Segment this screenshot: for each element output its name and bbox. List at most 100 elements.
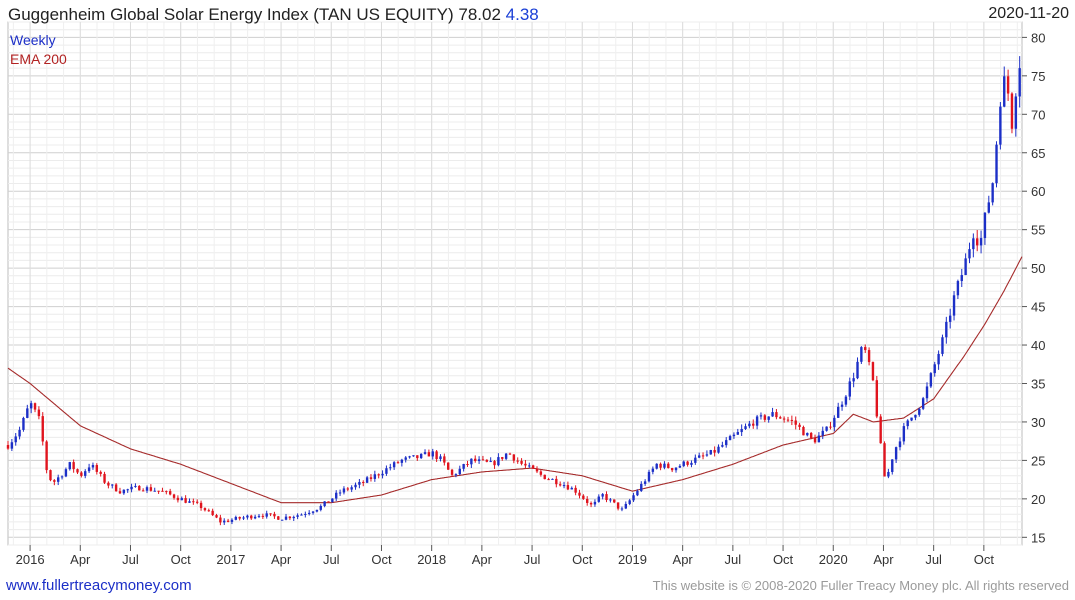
candle-body bbox=[867, 350, 871, 363]
candle-body bbox=[566, 485, 570, 490]
candle bbox=[991, 182, 994, 206]
candle-body bbox=[902, 426, 906, 442]
candle bbox=[431, 448, 434, 460]
candle bbox=[837, 402, 840, 418]
candle bbox=[524, 460, 527, 469]
candle-body bbox=[238, 516, 241, 519]
candle bbox=[755, 414, 759, 430]
candle-body bbox=[118, 491, 122, 494]
candle bbox=[813, 434, 817, 444]
candle bbox=[419, 453, 423, 459]
candle bbox=[134, 483, 137, 488]
candle bbox=[342, 486, 346, 495]
candle-body bbox=[18, 429, 21, 437]
candle-body bbox=[485, 459, 489, 462]
candle bbox=[844, 395, 848, 407]
x-tick-label: Apr bbox=[70, 552, 91, 567]
candle bbox=[566, 481, 570, 491]
candle-body bbox=[362, 481, 365, 483]
x-tick-label: 2017 bbox=[216, 552, 245, 567]
candle-body bbox=[126, 489, 129, 491]
candle bbox=[450, 468, 454, 478]
candle-body bbox=[149, 487, 153, 491]
candle-body bbox=[84, 471, 87, 476]
candle-body bbox=[423, 452, 427, 454]
candle-body bbox=[215, 515, 218, 518]
candle-body bbox=[809, 432, 813, 439]
candle bbox=[95, 463, 99, 475]
candle bbox=[840, 401, 844, 411]
candle-body bbox=[392, 462, 396, 468]
candle bbox=[474, 455, 477, 463]
candle bbox=[412, 455, 415, 457]
candle bbox=[211, 508, 214, 517]
candle-body bbox=[725, 440, 728, 446]
candle-body bbox=[138, 485, 141, 491]
candle bbox=[153, 487, 156, 492]
candle bbox=[705, 450, 709, 457]
candle-body bbox=[771, 412, 774, 417]
candle bbox=[296, 513, 299, 520]
candle-body bbox=[736, 432, 739, 435]
candle bbox=[408, 455, 411, 459]
y-tick-label: 65 bbox=[1031, 146, 1045, 161]
candle-body bbox=[504, 453, 508, 459]
candle bbox=[80, 471, 83, 478]
candle-body bbox=[431, 451, 434, 457]
candle-body bbox=[898, 441, 902, 448]
candle bbox=[697, 452, 701, 459]
candle-body bbox=[586, 498, 589, 503]
candle-body bbox=[593, 501, 597, 505]
candle bbox=[41, 412, 44, 446]
candle-body bbox=[447, 462, 450, 470]
candle-body bbox=[655, 463, 658, 469]
candle bbox=[311, 510, 315, 515]
candle bbox=[555, 475, 558, 488]
candle bbox=[443, 453, 446, 466]
copyright-text: This website is © 2008-2020 Fuller Treac… bbox=[652, 578, 1069, 593]
candle-body bbox=[570, 487, 573, 490]
candle bbox=[983, 212, 987, 245]
candle bbox=[578, 489, 581, 499]
candle-body bbox=[979, 238, 983, 246]
candle-body bbox=[385, 468, 388, 474]
candle-body bbox=[462, 464, 465, 469]
candle bbox=[269, 513, 272, 517]
candle-body bbox=[184, 498, 187, 503]
candle bbox=[392, 461, 396, 470]
candle bbox=[165, 490, 168, 495]
candle bbox=[786, 416, 790, 423]
candle bbox=[821, 426, 824, 440]
candle-body bbox=[261, 515, 265, 517]
candle-body bbox=[941, 337, 944, 354]
y-tick-label: 25 bbox=[1031, 453, 1045, 468]
candle bbox=[752, 419, 755, 429]
candle-body bbox=[578, 492, 581, 496]
x-tick-label: Jul bbox=[725, 552, 742, 567]
candle-body bbox=[640, 483, 643, 491]
candle bbox=[725, 437, 728, 448]
candle bbox=[14, 433, 17, 446]
candle-body bbox=[400, 459, 404, 463]
candle-body bbox=[925, 386, 929, 399]
candle-body bbox=[307, 512, 311, 514]
candle-body bbox=[555, 478, 558, 485]
candle bbox=[72, 459, 75, 473]
candle bbox=[717, 444, 720, 454]
candle-body bbox=[223, 520, 226, 523]
candle-body bbox=[829, 426, 832, 428]
site-link[interactable]: www.fullertreacymoney.com bbox=[6, 577, 192, 594]
candle-body bbox=[740, 428, 743, 433]
candle-body bbox=[717, 446, 720, 453]
candle bbox=[933, 361, 936, 377]
candle-body bbox=[470, 458, 473, 465]
candle-body bbox=[280, 519, 284, 521]
candle-body bbox=[199, 502, 203, 509]
candle-body bbox=[620, 508, 624, 510]
candle-body bbox=[520, 460, 523, 464]
candle-body bbox=[678, 465, 682, 468]
candle-body bbox=[37, 409, 41, 417]
candle bbox=[458, 465, 461, 476]
candle-body bbox=[918, 408, 921, 415]
candle bbox=[628, 498, 631, 506]
